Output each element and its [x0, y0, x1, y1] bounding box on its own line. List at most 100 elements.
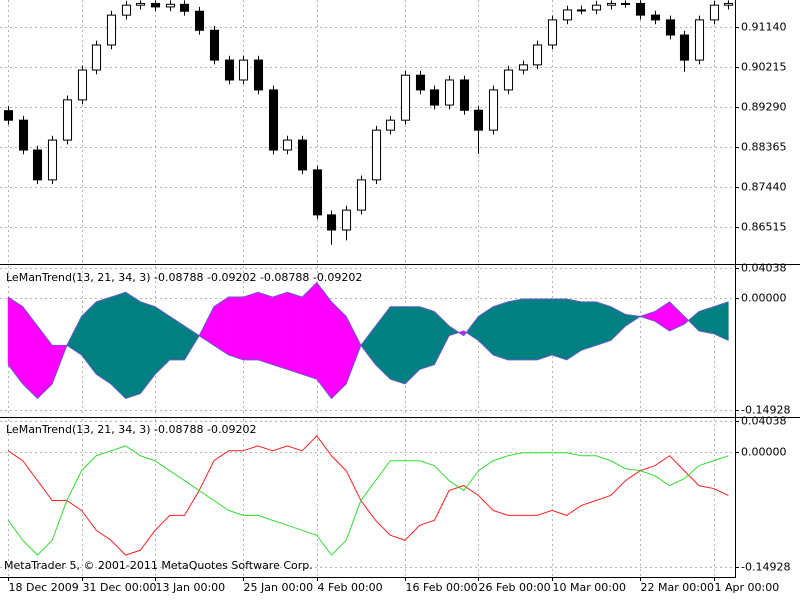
candle-body	[709, 4, 720, 21]
candle-body	[165, 3, 176, 8]
candle-body	[32, 149, 43, 181]
trend-edge	[7, 281, 729, 400]
candle-body	[518, 64, 529, 71]
candle-body	[679, 34, 690, 61]
trend-fill	[96, 296, 112, 385]
candle-body	[576, 9, 587, 12]
candle-body	[562, 9, 573, 21]
y-tick-label: -0.14928	[741, 561, 790, 574]
trend-fill	[507, 298, 523, 361]
x-tick-label: 25 Jan 00:00	[244, 581, 314, 594]
x-tick-label: 31 Dec 00:00	[83, 581, 157, 594]
candle-body	[459, 79, 470, 111]
trend-fill	[390, 306, 406, 385]
x-tick-label: 26 Feb 00:00	[479, 581, 551, 594]
candle-body	[312, 169, 323, 216]
candle-body	[400, 74, 411, 121]
candle-body	[121, 4, 132, 16]
candle-body	[194, 10, 205, 31]
y-tick-label: 0.91140	[741, 21, 787, 34]
candle-body	[650, 14, 661, 21]
candle-body	[209, 29, 220, 61]
marks-layer	[3, 0, 734, 556]
copyright-note: MetaTrader 5, © 2001-2011 MetaQuotes Sof…	[4, 559, 313, 572]
candle-body	[62, 99, 73, 141]
candle-body	[3, 110, 14, 121]
trend-fill	[419, 306, 435, 370]
x-tick-label: 16 Feb 00:00	[406, 581, 478, 594]
candle-body	[18, 119, 29, 151]
y-tick-label: 0.87440	[741, 181, 787, 194]
candle-body	[371, 129, 382, 181]
trend-fill	[537, 298, 553, 361]
candle-body	[77, 69, 88, 101]
y-tick-label: 0.04038	[741, 415, 787, 428]
candle-body	[268, 89, 279, 151]
candle-body	[150, 2, 161, 8]
x-tick-label: 4 Feb 00:00	[318, 581, 383, 594]
x-tick-label: 10 Mar 00:00	[553, 581, 626, 594]
candle-body	[532, 44, 543, 66]
candle-body	[91, 44, 102, 71]
trend-fill	[228, 296, 244, 361]
trend-fill	[551, 298, 567, 361]
candle-body	[224, 59, 235, 81]
x-tick-label: 22 Mar 00:00	[641, 581, 714, 594]
candle-body	[503, 69, 514, 91]
candle-body	[179, 3, 190, 12]
candle-body	[665, 19, 676, 36]
candle-body	[47, 139, 58, 181]
candle-body	[253, 59, 264, 91]
trend-fill	[125, 291, 141, 399]
candle-body	[238, 59, 249, 81]
trend-fill	[287, 291, 303, 375]
candle-body	[606, 2, 617, 6]
trend-fill	[522, 298, 538, 361]
candle-body	[326, 214, 337, 231]
y-tick-label: -0.14928	[741, 404, 790, 417]
trend-fill	[243, 291, 259, 361]
candle-body	[282, 139, 293, 151]
trend-fill	[492, 301, 509, 361]
trend-fill	[566, 298, 582, 361]
y-tick-label: 0.90215	[741, 61, 787, 74]
candle-body	[297, 139, 308, 171]
candle-body	[135, 2, 146, 6]
trend-fill	[595, 301, 612, 346]
candle-body	[341, 209, 352, 231]
candle-body	[444, 79, 455, 106]
x-tick-label: 18 Dec 2009	[9, 581, 79, 594]
trend-fill	[257, 291, 273, 365]
y-tick-label: 0.00000	[741, 292, 787, 305]
pane-title: LeManTrend(13, 21, 34, 3) -0.08788 -0.09…	[6, 423, 256, 436]
candle-body	[385, 119, 396, 131]
candle-body	[415, 74, 426, 91]
trend-line	[7, 435, 729, 556]
trend-fill	[301, 281, 318, 380]
candle-body	[591, 4, 602, 11]
candle-body	[723, 2, 734, 6]
trend-fill	[331, 301, 347, 400]
candle-body	[473, 109, 484, 131]
y-tick-label: 0.89290	[741, 101, 787, 114]
trend-line	[7, 445, 729, 556]
candle-body	[429, 89, 440, 106]
y-tick-label: 0.00000	[741, 446, 787, 459]
trend-fill	[316, 281, 332, 400]
candle-body	[694, 19, 705, 61]
pane-title: LeManTrend(13, 21, 34, 3) -0.08788 -0.09…	[6, 271, 362, 284]
x-tick-label: 1 Apr 00:00	[715, 581, 780, 594]
candle-body	[620, 2, 631, 5]
y-tick-label: 0.04038	[741, 262, 787, 275]
candle-body	[635, 2, 646, 16]
trend-fill	[110, 291, 126, 400]
trend-fill	[581, 301, 597, 351]
candle-body	[356, 179, 367, 211]
y-tick-label: 0.88365	[741, 141, 787, 154]
trend-edge	[7, 291, 729, 400]
y-tick-label: 0.86515	[741, 221, 787, 234]
candle-body	[488, 89, 499, 131]
